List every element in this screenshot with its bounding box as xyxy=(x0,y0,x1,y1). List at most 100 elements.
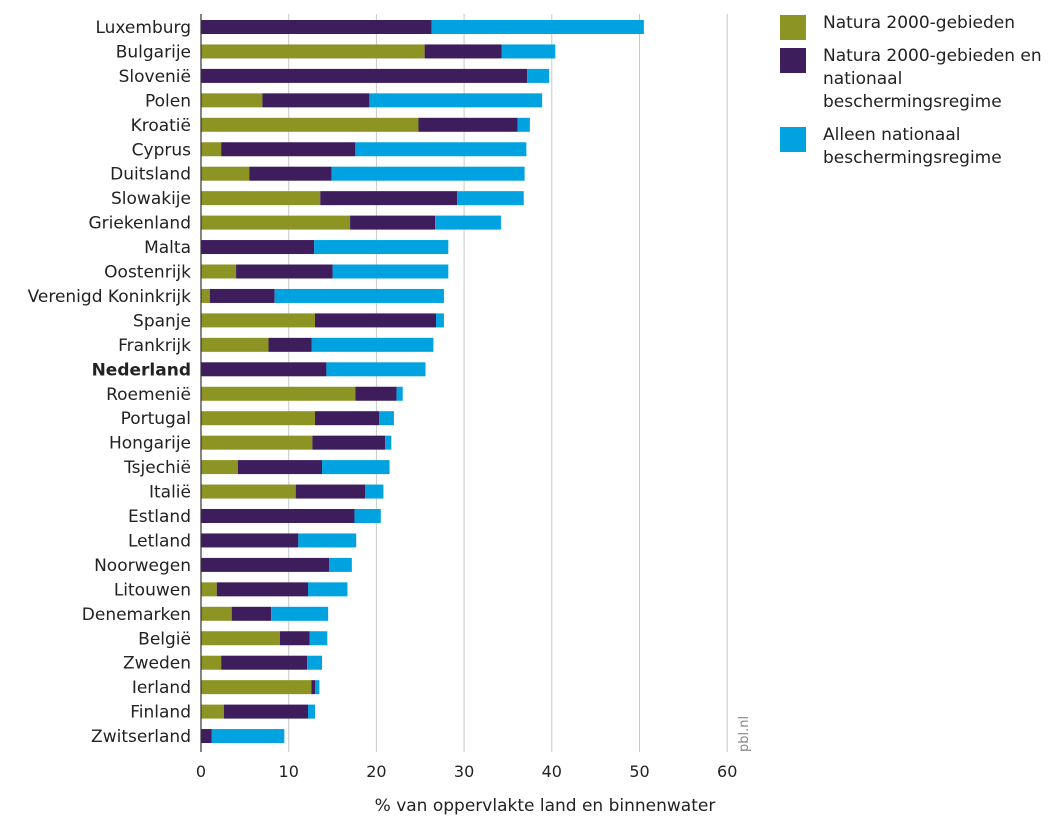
bar-segment xyxy=(329,557,352,572)
legend-label: Natura 2000-gebieden xyxy=(823,13,1016,33)
bar-segment xyxy=(201,729,212,744)
x-tick-label: 20 xyxy=(366,762,386,781)
bar-segment xyxy=(271,606,329,621)
bar-segment xyxy=(201,215,351,230)
x-tick-label: 40 xyxy=(542,762,562,781)
bar-segment xyxy=(314,240,449,255)
category-label: Letland xyxy=(128,531,191,551)
bar-segment xyxy=(385,435,392,450)
x-tick-label: 50 xyxy=(629,762,649,781)
bar-segment xyxy=(332,264,449,279)
bar-segment xyxy=(355,386,397,401)
bar-segment xyxy=(201,264,237,279)
category-label: Hongarije xyxy=(109,434,191,454)
bar-segment xyxy=(315,680,320,695)
bar-segment xyxy=(312,435,386,450)
bar-segment xyxy=(311,337,434,352)
bar-segment xyxy=(201,704,224,719)
category-label: België xyxy=(138,629,191,649)
category-label: Malta xyxy=(144,238,191,258)
category-label: Bulgarije xyxy=(116,42,191,62)
bar-segment xyxy=(201,288,210,303)
x-tick-label: 60 xyxy=(717,762,737,781)
bar-segment xyxy=(201,509,355,523)
category-label: Kroatië xyxy=(131,116,191,136)
x-tick-labels: 0 10 20 30 40 50 60 xyxy=(196,762,737,781)
category-label: Verenigd Koninkrijk xyxy=(28,287,192,307)
bar-segment xyxy=(201,606,232,621)
bar-segment xyxy=(350,215,436,230)
bar-segment xyxy=(298,533,357,548)
bar-segment xyxy=(201,411,316,426)
bar-segment xyxy=(431,20,644,34)
x-axis-label: % van oppervlakte land en binnenwater xyxy=(375,796,716,816)
category-labels: Luxemburg Bulgarije Slovenië Polen Kroatië Cy… xyxy=(28,18,192,747)
bar-segment xyxy=(379,411,394,426)
category-label: Ierland xyxy=(132,678,191,698)
category-label: Roemenië xyxy=(106,385,191,405)
gridlines xyxy=(288,14,728,752)
bar-segment xyxy=(216,582,308,597)
category-label: Portugal xyxy=(121,409,191,429)
bar-segment xyxy=(527,68,550,83)
bar-segment xyxy=(396,386,403,401)
category-label: Slovenië xyxy=(119,67,191,87)
bar-segment xyxy=(201,386,356,401)
bar-segment xyxy=(201,337,269,352)
bar-segment xyxy=(201,484,296,499)
bar-segment xyxy=(457,191,524,206)
bar-segment xyxy=(295,484,365,499)
legend: Natura 2000-gebieden Natura 2000-gebieden… xyxy=(780,12,1048,180)
bar-segment xyxy=(221,142,356,157)
category-label: Cyprus xyxy=(132,140,191,160)
category-label: Italië xyxy=(149,483,191,503)
bar-segment xyxy=(311,680,316,695)
bar-segment xyxy=(201,582,217,597)
bar-segment xyxy=(201,93,263,108)
bar-segment xyxy=(354,509,381,523)
bar-segment xyxy=(201,460,238,475)
category-label: Duitsland xyxy=(110,165,191,185)
legend-item: Natura 2000-gebieden xyxy=(780,12,1048,40)
category-label: Oostenrijk xyxy=(104,263,191,283)
bar-segment xyxy=(501,44,556,59)
legend-item: Natura 2000-gebieden en nationaal besche… xyxy=(780,45,1048,114)
bars xyxy=(201,20,644,744)
category-label: Spanje xyxy=(133,311,191,331)
bar-segment xyxy=(201,68,528,83)
x-tick-label: 0 xyxy=(196,762,206,781)
bar-segment xyxy=(307,704,316,719)
bar-segment xyxy=(201,166,250,181)
x-tick-label: 10 xyxy=(279,762,299,781)
bar-segment xyxy=(355,142,527,157)
bar-segment xyxy=(211,729,285,744)
bar-segment xyxy=(201,362,327,377)
bar-segment xyxy=(364,484,384,499)
bar-segment xyxy=(331,166,525,181)
bar-segment xyxy=(201,680,312,695)
bar-segment xyxy=(201,655,222,670)
bar-segment xyxy=(262,93,370,108)
source-credit: pbl.nl xyxy=(737,716,752,752)
bar-segment xyxy=(322,460,390,475)
legend-label: Alleen nationaal beschermingsregime xyxy=(823,125,1002,168)
bar-segment xyxy=(201,20,432,34)
bar-segment xyxy=(237,460,323,475)
category-label: Zwitserland xyxy=(91,727,191,747)
category-label: Denemarken xyxy=(82,605,191,625)
bar-segment xyxy=(315,411,380,426)
category-label: Nederland xyxy=(92,360,191,380)
bar-segment xyxy=(201,117,419,132)
x-tick-label: 30 xyxy=(454,762,474,781)
bar-segment xyxy=(201,44,425,59)
bar-segment xyxy=(201,631,280,646)
bar-segment xyxy=(201,533,299,548)
legend-label: Natura 2000-gebieden en nationaal besche… xyxy=(823,46,1042,112)
bar-segment xyxy=(201,557,330,572)
bar-segment xyxy=(223,704,308,719)
bar-segment xyxy=(436,313,444,328)
bar-segment xyxy=(249,166,332,181)
category-label: Zweden xyxy=(123,654,191,674)
category-label: Griekenland xyxy=(88,214,191,234)
